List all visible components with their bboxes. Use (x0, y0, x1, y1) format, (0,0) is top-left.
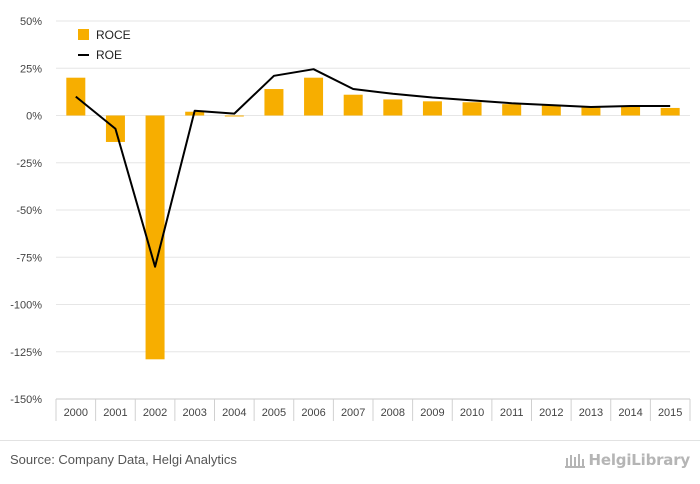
roce-bar (502, 104, 522, 116)
library-columns-icon (564, 454, 585, 468)
legend-label-roe: ROE (96, 48, 122, 62)
roe-line (75, 68, 671, 268)
roce-bar (304, 77, 324, 116)
roce-bar (462, 102, 482, 116)
roce-bar (264, 89, 284, 116)
y-tick-label: -25% (16, 158, 42, 170)
y-tick-label: 25% (20, 63, 42, 75)
y-tick-label: -125% (10, 347, 42, 359)
chart: 50% 25% 0% -25% -50% -75% -100% -125% -150% 2000… (10, 16, 691, 421)
source-note: Source: Company Data, Helgi Analytics (10, 452, 237, 467)
x-tick-label: 2012 (539, 407, 563, 419)
y-tick-label: 50% (20, 16, 42, 28)
roe-line-series (75, 68, 671, 268)
x-tick-label: 2006 (301, 407, 325, 419)
x-tick-label: 2009 (420, 407, 444, 419)
x-tick-label: 2015 (658, 407, 682, 419)
x-tick-label: 2000 (64, 407, 88, 419)
x-tick-label: 2010 (460, 407, 484, 419)
x-tick-label: 2004 (222, 407, 246, 419)
x-axis (55, 398, 691, 421)
logo-text: HelgiLibrary (588, 451, 691, 469)
x-tick-label: 2003 (182, 407, 206, 419)
x-tick-label: 2001 (103, 407, 127, 419)
roce-bar (621, 106, 641, 116)
x-tick-label: 2007 (341, 407, 365, 419)
legend: ROCE ROE (78, 28, 131, 62)
roce-bar (541, 105, 561, 116)
y-tick-label: -75% (16, 252, 42, 264)
roce-bar (224, 115, 244, 117)
x-tick-label: 2011 (500, 407, 524, 419)
x-axis-tick-labels: 2000 2001 2002 2003 2004 2005 2006 2007 2008 2009… (64, 407, 683, 419)
footer: Source: Company Data, Helgi Analytics He… (0, 440, 700, 484)
roce-bar (145, 115, 165, 360)
x-tick-label: 2014 (618, 407, 642, 419)
x-tick-label: 2008 (381, 407, 405, 419)
y-tick-label: 0% (26, 111, 42, 123)
helgi-library-logo[interactable]: HelgiLibrary (564, 447, 690, 473)
y-tick-label: -150% (10, 394, 42, 406)
x-tick-label: 2002 (143, 407, 167, 419)
roce-bar (343, 94, 363, 116)
roce-bar (581, 106, 601, 116)
x-tick-label: 2013 (579, 407, 603, 419)
y-tick-label: -100% (10, 300, 42, 312)
x-tick-label: 2005 (262, 407, 286, 419)
legend-label-roce: ROCE (96, 28, 131, 42)
roce-bar (660, 107, 680, 116)
roce-bar (422, 101, 442, 116)
y-axis-tick-labels: 50% 25% 0% -25% -50% -75% -100% -125% -150% (10, 16, 42, 406)
roce-bar (383, 99, 403, 116)
y-tick-label: -50% (16, 205, 42, 217)
roce-bars (66, 77, 680, 360)
legend-swatch-roce (78, 29, 89, 40)
